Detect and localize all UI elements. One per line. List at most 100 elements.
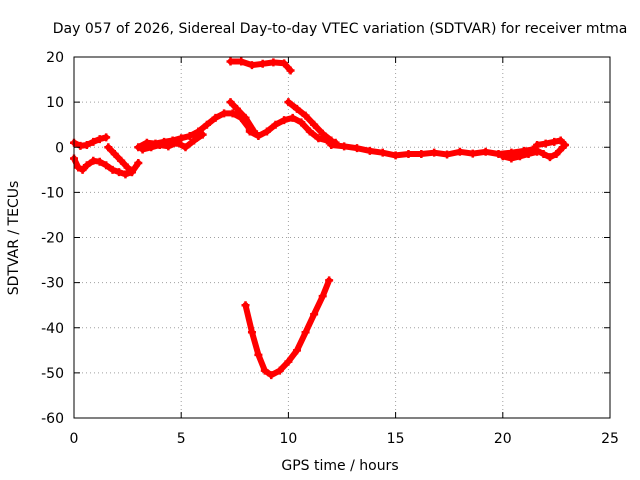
data-point [284, 98, 293, 107]
data-point [102, 161, 111, 170]
data-point [550, 137, 559, 146]
y-tick-label: -30 [41, 276, 64, 292]
data-point [524, 150, 533, 159]
data-point [539, 150, 548, 159]
data-point [202, 120, 211, 129]
series-arc-early-upper [70, 133, 111, 150]
data-point [391, 151, 400, 160]
series-arc-late [498, 147, 542, 163]
series-arc-morning-flat [138, 130, 207, 154]
data-point [226, 57, 235, 66]
y-tick-label: -50 [41, 366, 64, 382]
data-point [297, 118, 306, 127]
data-point [181, 143, 190, 152]
data-point [275, 366, 284, 375]
data-point [172, 138, 181, 147]
data-point [95, 135, 104, 144]
y-tick-label: 20 [46, 50, 64, 66]
data-point [280, 59, 289, 68]
data-point [560, 140, 569, 149]
data-point [78, 165, 87, 174]
series-line [227, 99, 258, 135]
data-point [74, 163, 83, 172]
y-axis-label: SDTVAR / TECUs [6, 181, 22, 296]
data-point [468, 149, 477, 158]
data-point [211, 113, 220, 122]
data-point [117, 156, 126, 165]
y-tick-label: -40 [41, 321, 64, 337]
data-point [82, 140, 91, 149]
data-point [190, 136, 199, 145]
data-point [220, 109, 229, 118]
data-point [552, 150, 561, 159]
series-arc-deep [241, 276, 334, 380]
data-point [254, 131, 263, 140]
data-point [292, 104, 301, 113]
data-point [95, 157, 104, 166]
series-arc-mid-lower [104, 143, 136, 177]
x-tick-label: 10 [279, 431, 297, 447]
data-point [226, 98, 235, 107]
data-point [164, 142, 173, 151]
data-point [443, 150, 452, 159]
data-point [327, 140, 336, 149]
data-point [271, 120, 280, 129]
data-point [134, 159, 143, 168]
data-point [430, 148, 439, 157]
data-point [481, 147, 490, 156]
data-point [228, 109, 237, 118]
x-tick-label: 0 [70, 431, 79, 447]
data-point [378, 148, 387, 157]
data-point [104, 143, 113, 152]
data-point [232, 104, 241, 113]
y-tick-label: 10 [46, 95, 64, 111]
data-point [284, 357, 293, 366]
series-arc-afternoon [327, 140, 537, 160]
x-tick-label: 5 [177, 431, 186, 447]
data-point [286, 66, 295, 75]
x-tick-label: 15 [387, 431, 405, 447]
data-point [123, 163, 132, 172]
data-point [353, 144, 362, 153]
data-point [292, 346, 301, 355]
data-point [177, 134, 186, 143]
data-point [318, 292, 327, 301]
data-point [241, 301, 250, 310]
data-point [455, 147, 464, 156]
data-point [247, 328, 256, 337]
chart-title: Day 057 of 2026, Sidereal Day-to-day VTE… [53, 21, 628, 37]
data-point [127, 168, 136, 177]
data-point [515, 152, 524, 161]
data-point [301, 111, 310, 120]
data-point [267, 371, 276, 380]
axis-ticks: 0 5 10 15 20 25 -60 -50 -40 -30 -20 -10 0 10 20 [41, 50, 619, 447]
series-arc-high [226, 57, 295, 75]
data-point [247, 61, 256, 70]
data-point [325, 276, 334, 285]
data-point [269, 58, 278, 67]
data-point [241, 113, 250, 122]
data-point [89, 137, 98, 146]
y-tick-label: 0 [55, 140, 64, 156]
data-point [245, 127, 254, 136]
data-point [138, 145, 147, 154]
data-point [254, 350, 263, 359]
data-point [310, 310, 319, 319]
x-tick-label: 25 [601, 431, 619, 447]
data-point [314, 134, 323, 143]
series-arc-noon-upper [284, 98, 336, 145]
data-point [115, 168, 124, 177]
data-point [108, 165, 117, 174]
data-point [260, 366, 269, 375]
data-point [237, 57, 246, 66]
data-point [533, 140, 542, 149]
data-point [185, 131, 194, 140]
data-point [121, 170, 130, 179]
data-point [404, 150, 413, 159]
data-point [507, 154, 516, 163]
series-arc-evening-upper [533, 136, 569, 149]
data-point [280, 116, 289, 125]
data-point [288, 113, 297, 122]
